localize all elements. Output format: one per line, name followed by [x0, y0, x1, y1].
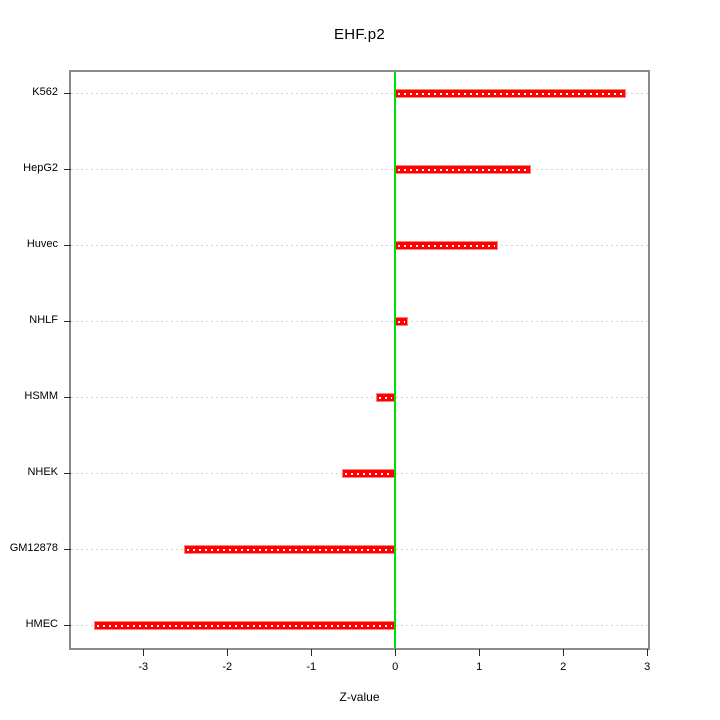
bar-Huvec [395, 241, 499, 250]
x-tick-label-2: 2 [560, 661, 567, 673]
bar-HSMM [375, 393, 396, 402]
x-tick--2 [226, 649, 228, 656]
x-tick--1 [310, 649, 312, 656]
x-tick-label-0: 0 [392, 661, 399, 673]
y-tick-HepG2 [64, 169, 71, 170]
bar-dashes-NHLF [398, 320, 405, 323]
bar-NHLF [395, 317, 408, 326]
bar-dashes-HSMM [378, 396, 393, 399]
y-tick-NHEK [64, 473, 71, 474]
x-tick-label--2: -2 [222, 661, 233, 673]
y-tick-label-GM12878: GM12878 [9, 542, 58, 554]
gridline-Huvec [71, 245, 648, 246]
gridline-NHLF [71, 321, 648, 322]
bar-dashes-Huvec [398, 244, 496, 247]
y-tick-label-HepG2: HepG2 [23, 162, 58, 174]
zero-reference-line [394, 72, 397, 648]
gridline-K562 [71, 93, 648, 94]
y-tick-K562 [64, 93, 71, 94]
y-tick-label-HMEC: HMEC [25, 618, 58, 630]
bar-dashes-GM12878 [186, 548, 393, 551]
x-tick-0 [394, 649, 396, 656]
y-tick-label-NHEK: NHEK [27, 466, 58, 478]
x-tick-3 [646, 649, 648, 656]
y-tick-NHLF [64, 321, 71, 322]
x-tick-label--1: -1 [306, 661, 317, 673]
gridline-HSMM [71, 397, 648, 398]
x-axis-title: Z-value [339, 690, 380, 704]
y-tick-label-HSMM: HSMM [24, 390, 58, 402]
x-tick-label-1: 1 [476, 661, 483, 673]
y-tick-Huvec [64, 245, 71, 246]
bar-dashes-K562 [398, 92, 624, 95]
x-tick--3 [142, 649, 144, 656]
gridline-HepG2 [71, 169, 648, 170]
bar-dashes-NHEK [345, 472, 393, 475]
y-tick-label-NHLF: NHLF [29, 314, 58, 326]
bar-HMEC [93, 621, 396, 630]
bar-dashes-HMEC [96, 624, 393, 627]
x-tick-label--3: -3 [138, 661, 149, 673]
x-tick-1 [478, 649, 480, 656]
bar-HepG2 [395, 165, 532, 174]
bar-NHEK [342, 469, 396, 478]
x-tick-label-3: 3 [644, 661, 651, 673]
x-tick-2 [562, 649, 564, 656]
bar-dashes-HepG2 [398, 168, 529, 171]
chart-title: EHF.p2 [334, 26, 385, 43]
plot-area [71, 72, 648, 648]
y-tick-HMEC [64, 625, 71, 626]
bar-GM12878 [183, 545, 396, 554]
y-tick-GM12878 [64, 549, 71, 550]
y-tick-label-Huvec: Huvec [26, 238, 58, 250]
bar-K562 [395, 89, 627, 98]
y-tick-label-K562: K562 [32, 86, 58, 98]
y-tick-HSMM [64, 397, 71, 398]
